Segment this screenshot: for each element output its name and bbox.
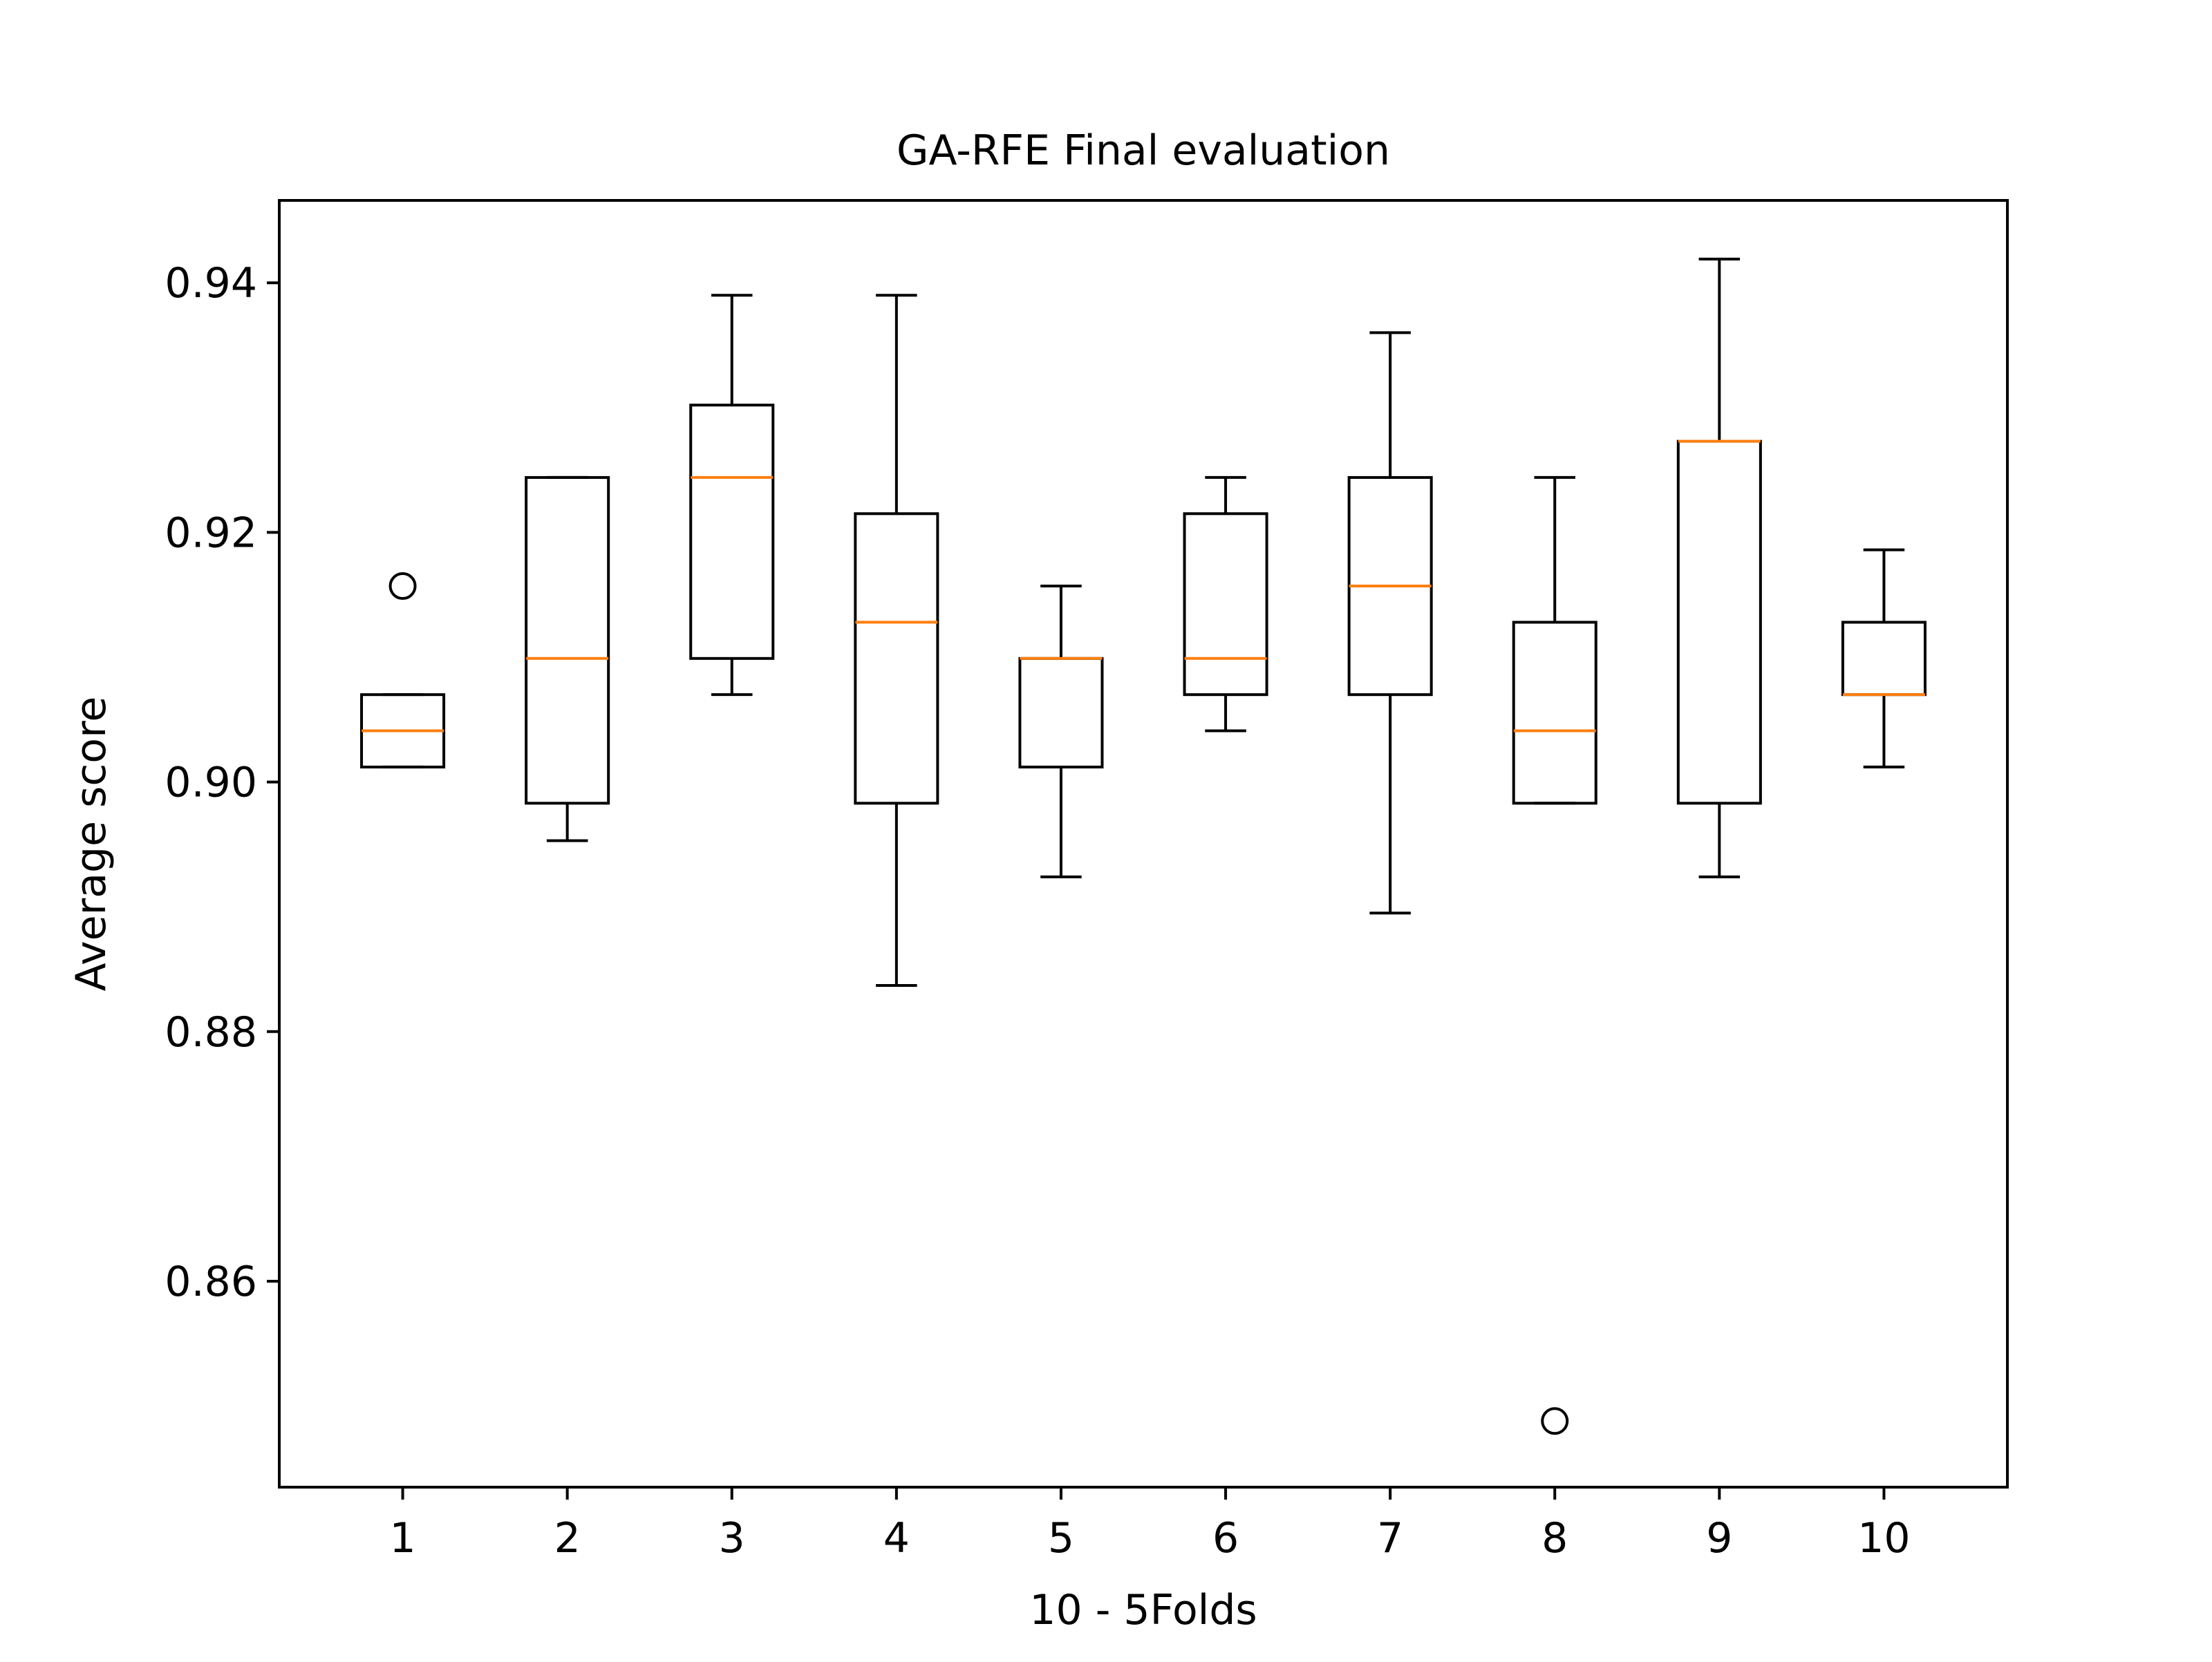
- chart-marks: [360, 257, 1927, 1435]
- box-8: [1512, 475, 1597, 1435]
- y-tick-label: 0.94: [165, 259, 257, 308]
- x-tick-label: 2: [554, 1514, 581, 1562]
- x-axis: 1 2 3 4 5 6 7 8 9 10: [389, 1487, 1911, 1562]
- box-body: [689, 404, 775, 660]
- box-body: [525, 475, 610, 805]
- box-4: [854, 294, 939, 987]
- x-tick-label: 1: [389, 1514, 415, 1562]
- x-tick-label: 6: [1212, 1514, 1239, 1562]
- box-2: [525, 475, 610, 842]
- x-axis-label: 10 - 5Folds: [1029, 1586, 1257, 1634]
- y-tick-label: 0.90: [165, 759, 257, 807]
- box-body: [1512, 621, 1597, 805]
- chart-title: GA-RFE Final evaluation: [897, 126, 1390, 175]
- box-5: [1018, 585, 1104, 878]
- x-tick-label: 7: [1377, 1514, 1403, 1562]
- x-tick-label: 10: [1857, 1514, 1910, 1562]
- box-10: [1841, 548, 1927, 768]
- box-7: [1347, 331, 1433, 915]
- y-axis-label: Average score: [67, 697, 115, 992]
- y-tick-label: 0.92: [165, 509, 257, 557]
- y-axis: 0.86 0.88 0.90 0.92 0.94: [165, 259, 279, 1306]
- outlier-point: [1541, 1407, 1569, 1435]
- box-body: [1183, 512, 1268, 697]
- x-tick-label: 9: [1706, 1514, 1732, 1562]
- x-tick-label: 8: [1541, 1514, 1568, 1562]
- x-tick-label: 3: [719, 1514, 745, 1562]
- x-tick-label: 4: [883, 1514, 910, 1562]
- y-tick-label: 0.88: [165, 1008, 257, 1057]
- box-6: [1183, 475, 1268, 733]
- box-9: [1676, 257, 1762, 878]
- x-tick-label: 5: [1048, 1514, 1074, 1562]
- plot-frame: [278, 199, 2009, 1489]
- box-3: [689, 294, 775, 697]
- box-body: [854, 512, 939, 805]
- outlier-point: [388, 572, 417, 601]
- y-tick-label: 0.86: [165, 1258, 257, 1306]
- box-1: [360, 572, 446, 768]
